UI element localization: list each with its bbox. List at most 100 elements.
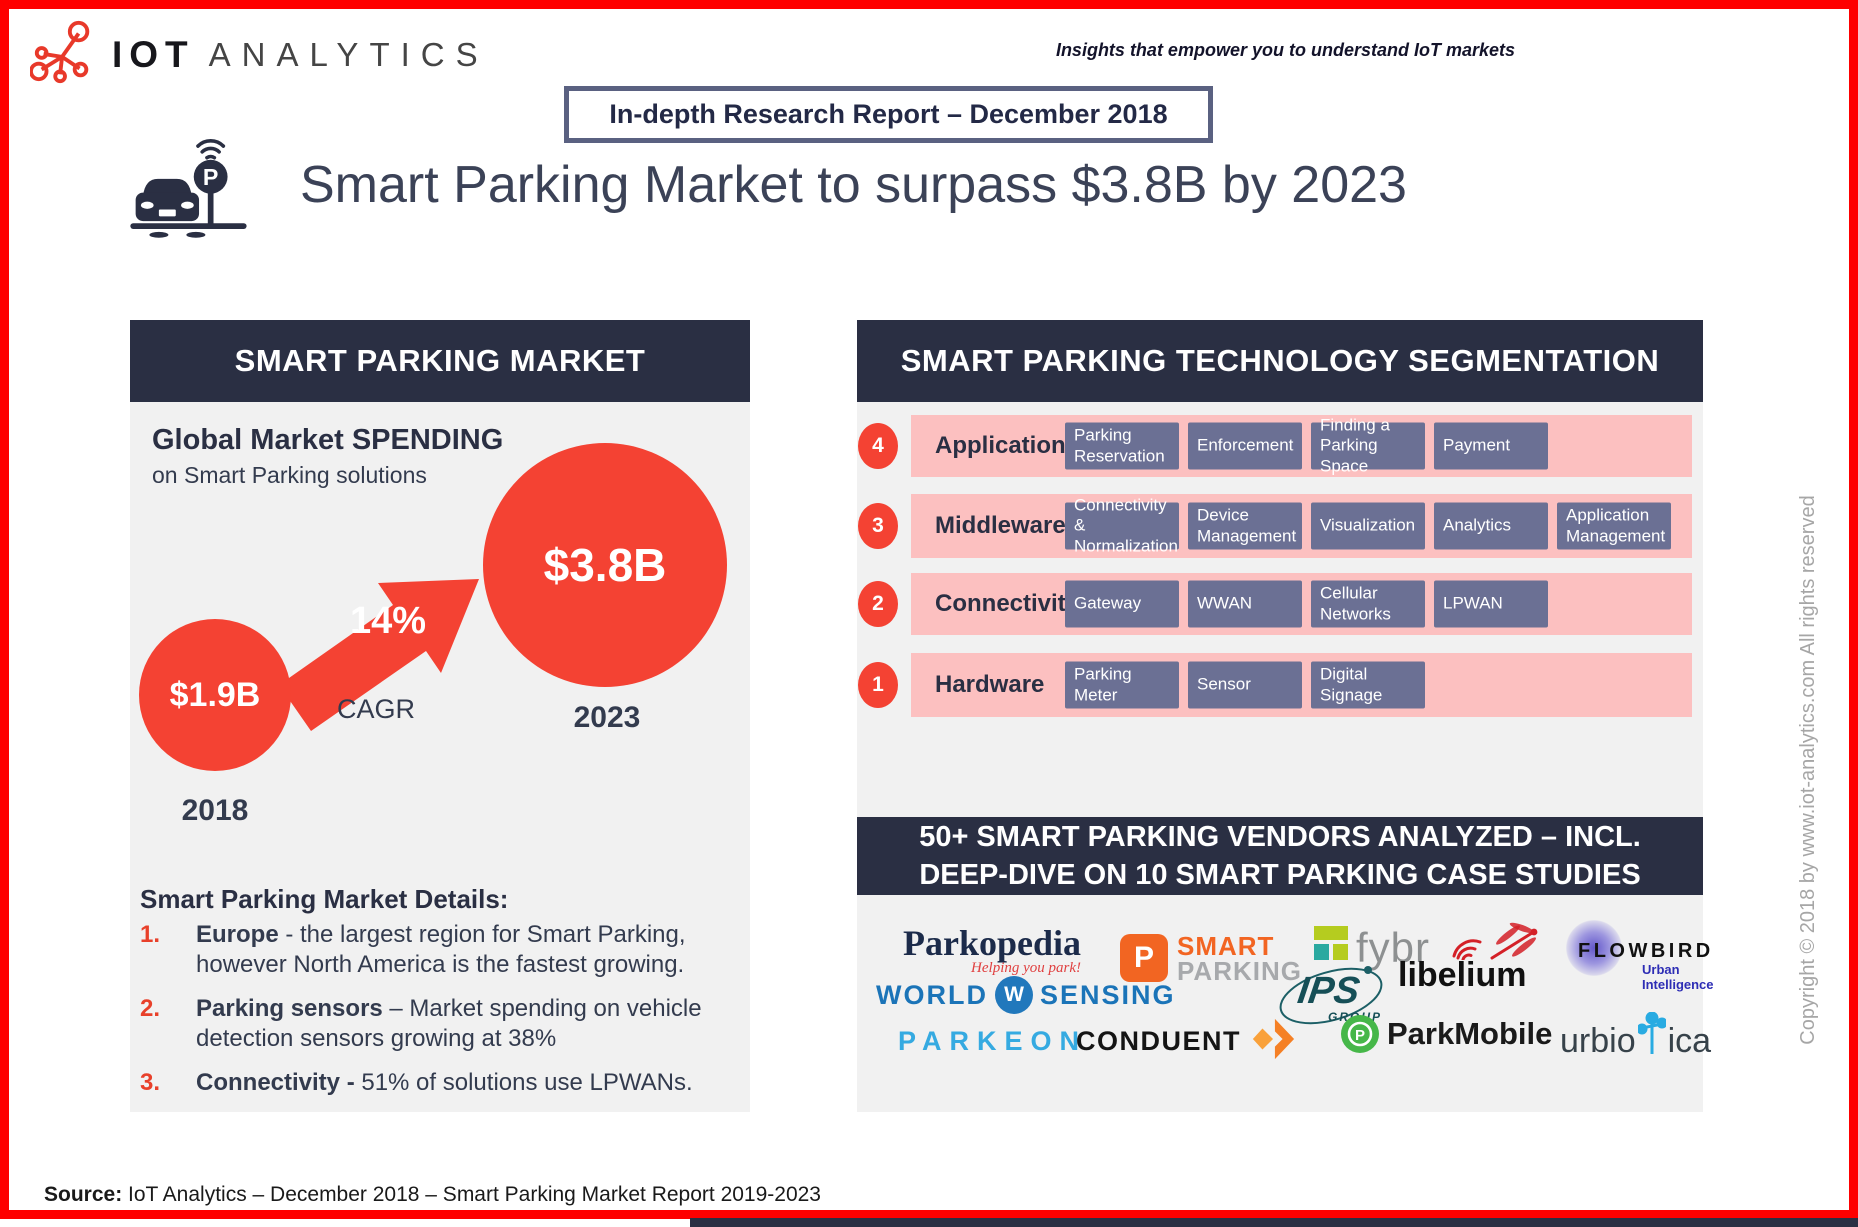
libelium-wordmark: libelium — [1398, 956, 1527, 994]
segment-chip: Parking Reservation — [1065, 422, 1179, 470]
flowbird-cloud-icon — [1566, 920, 1622, 976]
worldsensing-word2: SENSING — [1039, 979, 1176, 1010]
iot-analytics-logo: IoT ANALYTICS — [29, 20, 489, 89]
logo-text-analytics: ANALYTICS — [208, 35, 489, 73]
segment-number-badge: 4 — [858, 423, 898, 469]
vendor-logo-parkmobile: P ParkMobile — [1340, 1014, 1552, 1054]
fybr-wordmark: fybr — [1356, 924, 1431, 971]
conduent-icon — [1250, 1016, 1296, 1067]
svg-text:P: P — [203, 164, 219, 190]
ips-wordmark: IPS — [1295, 970, 1363, 1012]
list-item-bold: Connectivity - — [196, 1069, 355, 1096]
segment-label: Middleware — [935, 512, 1066, 539]
flowbird-sub2: Intelligence — [1642, 977, 1714, 992]
svg-text:P: P — [1355, 1027, 1365, 1044]
urbiotica-part1: urbio — [1560, 1022, 1636, 1060]
segment-chip: WWAN — [1188, 580, 1302, 628]
list-item: 2. Parking sensors – Market spending on … — [140, 994, 752, 1054]
growth-arrow — [270, 570, 490, 745]
list-item-bold: Europe — [196, 921, 279, 948]
flowbird-sub1: Urban — [1642, 962, 1680, 977]
segment-label: Hardware — [935, 671, 1045, 698]
segment-chip: Parking Meter — [1065, 661, 1179, 709]
smart-parking-line2: PARKING — [1177, 956, 1302, 986]
list-item-text: – Market spending on vehicle detection s… — [196, 995, 702, 1052]
segment-chips: Connectivity & Normalization Device Mana… — [1065, 496, 1671, 555]
left-panel-header: SMART PARKING MARKET — [130, 320, 750, 402]
left-panel-title: SMART PARKING MARKET — [234, 343, 646, 378]
parkmobile-wordmark: ParkMobile — [1387, 1016, 1553, 1051]
details-list: 1. Europe - the largest region for Smart… — [140, 920, 752, 1112]
urbiotica-node-icon — [1636, 1011, 1668, 1061]
source-line: Source: IoT Analytics – December 2018 – … — [44, 1183, 821, 1207]
bubble-2023-value: $3.8B — [543, 539, 667, 591]
vendor-logo-smart-parking: P SMART PARKING — [1120, 931, 1302, 986]
source-label: Source: — [44, 1183, 123, 1206]
bubble-2023: $3.8B — [483, 443, 727, 687]
segment-chip: Visualization — [1311, 502, 1425, 550]
segment-label: Applications — [935, 432, 1080, 459]
segment-number-badge: 1 — [858, 662, 898, 708]
bubble-2018-value: $1.9B — [169, 675, 261, 714]
smart-parking-icon: P — [128, 126, 250, 243]
segment-chip: Payment — [1434, 422, 1548, 470]
vendors-banner: 50+ SMART PARKING VENDORS ANALYZED – INC… — [857, 817, 1703, 895]
cagr-value: 14% — [349, 600, 427, 642]
segment-chip: Enforcement — [1188, 422, 1302, 470]
list-item: 3. Connectivity - 51% of solutions use L… — [140, 1068, 752, 1098]
segment-chips: Parking Meter Sensor Digital Signage — [1065, 661, 1425, 709]
ips-orbit-icon — [1276, 960, 1391, 1037]
bubble-2018: $1.9B — [139, 619, 291, 771]
smart-parking-icon-badge: P — [1120, 934, 1168, 982]
molecule-icon — [29, 20, 98, 89]
tagline: Insights that empower you to understand … — [1055, 40, 1515, 60]
segment-chip: Gateway — [1065, 580, 1179, 628]
right-panel-title: SMART PARKING TECHNOLOGY SEGMENTATION — [900, 343, 1660, 378]
segment-row-connectivity: Connectivity Gateway WWAN Cellular Netwo… — [911, 573, 1692, 635]
segment-chip: LPWAN — [1434, 580, 1548, 628]
copyright-text: Copyright © 2018 by www.iot-analytics.co… — [1797, 495, 1819, 1045]
vendor-logo-flowbird: FLOWBIRD Urban Intelligence — [1566, 920, 1714, 992]
segment-number-badge: 3 — [858, 503, 898, 549]
vendor-logo-libelium: libelium — [1398, 920, 1573, 1000]
segment-number-badge: 2 — [858, 581, 898, 627]
flowbird-wordmark: FLOWBIRD — [1578, 940, 1714, 962]
left-panel-subtitle-bold: Global Market SPENDING — [152, 424, 504, 456]
urbiotica-part2: ica — [1667, 1022, 1712, 1060]
smart-parking-line1: SMART — [1177, 931, 1275, 961]
report-banner-text: In-depth Research Report – December 2018 — [609, 99, 1168, 129]
list-item: 1. Europe - the largest region for Smart… — [140, 920, 752, 980]
vendor-logo-parkeon: PARKEON — [898, 1026, 1088, 1056]
libelium-dragonfly-icon — [1482, 920, 1552, 967]
vendors-banner-line2: DEEP-DIVE ON 10 SMART PARKING CASE STUDI… — [919, 859, 1641, 891]
conduent-wordmark: CONDUENT — [1076, 1026, 1241, 1056]
list-item-bold: Parking sensors — [196, 995, 383, 1022]
vendor-logo-urbiotica: urbio ica — [1560, 1011, 1712, 1061]
vendor-logo-fybr: fybr — [1314, 924, 1431, 971]
page-title: Smart Parking Market to surpass $3.8B by… — [300, 156, 1407, 214]
cagr-label: CAGR — [336, 694, 415, 724]
bottom-navy-strip — [690, 1218, 1858, 1227]
list-item-text: - the largest region for Smart Parking, … — [196, 921, 686, 978]
source-text: IoT Analytics – December 2018 – Smart Pa… — [122, 1183, 821, 1206]
segment-chips: Gateway WWAN Cellular Networks LPWAN — [1065, 580, 1548, 628]
vendor-logo-worldsensing: WORLD W SENSING — [876, 976, 1176, 1014]
segment-row-hardware: Hardware Parking Meter Sensor Digital Si… — [911, 653, 1692, 717]
segment-chip: Analytics — [1434, 502, 1548, 550]
segment-chip: Application Management — [1557, 502, 1671, 550]
list-item-number: 2. — [140, 995, 161, 1022]
worldsensing-word1: WORLD — [876, 979, 988, 1010]
vendor-logo-parkopedia: Parkopedia Helping you park! — [903, 922, 1081, 977]
fybr-icon — [1314, 926, 1348, 965]
segment-row-applications: Applications Parking Reservation Enforce… — [911, 415, 1692, 477]
year-label-2023: 2023 — [573, 701, 641, 734]
list-item-number: 1. — [140, 921, 161, 948]
segment-chip: Cellular Networks — [1311, 580, 1425, 628]
segment-chip: Sensor — [1188, 661, 1302, 709]
segment-chip: Digital Signage — [1311, 661, 1425, 709]
segment-chips: Parking Reservation Enforcement Finding … — [1065, 416, 1548, 475]
segment-label: Connectivity — [935, 590, 1080, 617]
vendor-logo-conduent: CONDUENT — [1076, 1016, 1296, 1067]
segment-row-middleware: Middleware Connectivity & Normalization … — [911, 494, 1692, 558]
